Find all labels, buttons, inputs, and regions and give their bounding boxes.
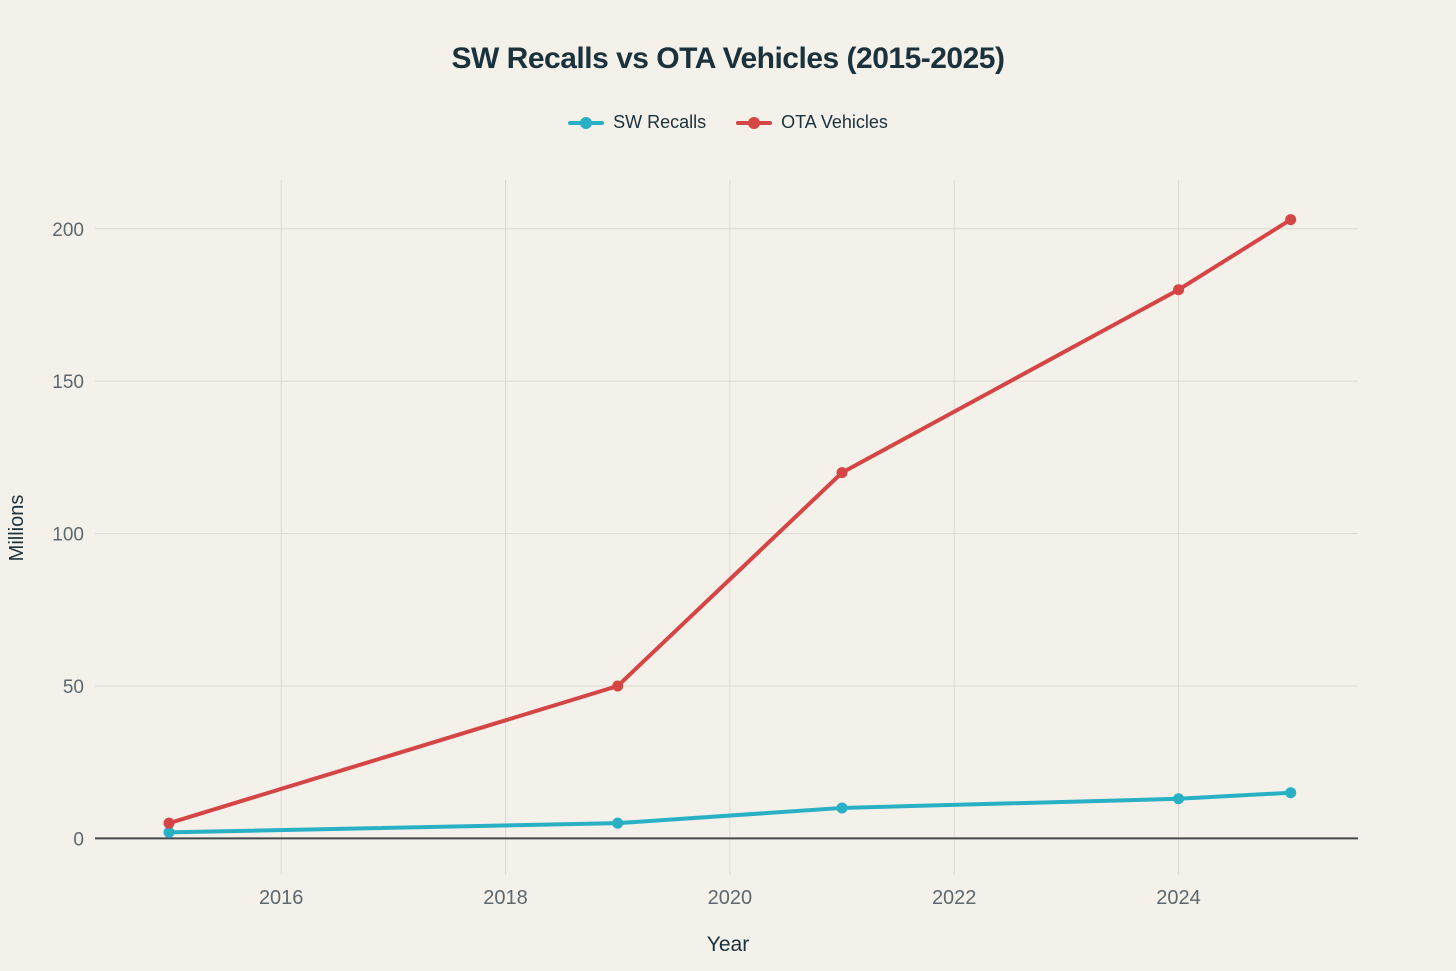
y-tick-label-150: 150 <box>52 372 84 393</box>
data-point-ota-vehicles-2019[interactable] <box>612 680 624 692</box>
legend-label-sw-recalls: SW Recalls <box>613 112 707 132</box>
data-point-sw-recalls-2021[interactable] <box>836 802 848 814</box>
y-tick-label-200: 200 <box>52 220 84 241</box>
data-point-ota-vehicles-2024[interactable] <box>1173 284 1185 296</box>
legend: SW Recalls OTA Vehicles <box>0 112 1456 133</box>
x-tick-label-2020: 2020 <box>708 887 753 909</box>
data-point-ota-vehicles-2025[interactable] <box>1285 214 1297 226</box>
x-tick-label-2024: 2024 <box>1156 887 1201 909</box>
legend-item-ota-vehicles[interactable]: OTA Vehicles <box>736 112 888 133</box>
data-point-ota-vehicles-2015[interactable] <box>163 817 175 829</box>
x-axis-title: Year <box>706 933 750 956</box>
legend-label-ota-vehicles: OTA Vehicles <box>781 112 888 132</box>
legend-line-marker-icon <box>736 116 773 129</box>
legend-line-marker-icon <box>568 116 605 129</box>
y-tick-label-100: 100 <box>52 525 84 546</box>
y-tick-label-50: 50 <box>63 677 84 698</box>
legend-item-sw-recalls[interactable]: SW Recalls <box>568 112 706 133</box>
x-tick-label-2018: 2018 <box>483 887 528 909</box>
y-tick-label-0: 0 <box>73 829 84 850</box>
data-point-ota-vehicles-2021[interactable] <box>836 467 848 479</box>
data-point-sw-recalls-2015[interactable] <box>163 826 175 838</box>
x-tick-label-2022: 2022 <box>932 887 977 909</box>
x-tick-label-2016: 2016 <box>259 887 304 909</box>
y-axis-title: Millions <box>6 494 28 562</box>
data-point-sw-recalls-2019[interactable] <box>612 817 624 829</box>
data-point-sw-recalls-2024[interactable] <box>1173 793 1185 805</box>
chart-title: SW Recalls vs OTA Vehicles (2015-2025) <box>451 42 1005 75</box>
data-point-sw-recalls-2025[interactable] <box>1285 787 1297 799</box>
